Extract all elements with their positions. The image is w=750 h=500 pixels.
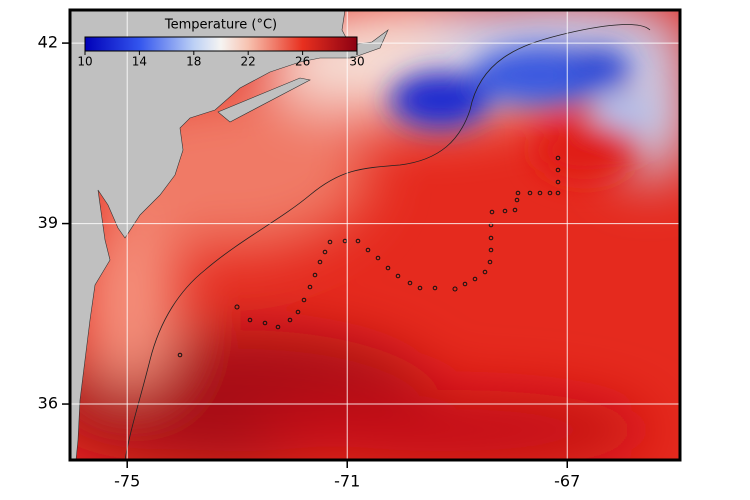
colorbar-tick-label: 18 xyxy=(186,55,201,69)
x-tick-label: -67 xyxy=(554,472,580,491)
colorbar-tick-label: 10 xyxy=(77,55,92,69)
x-tick-label: -71 xyxy=(334,472,360,491)
cold-water xyxy=(390,45,650,180)
colorbar-title: Temperature (°C) xyxy=(164,18,277,33)
y-tick-label: 42 xyxy=(38,33,58,52)
map-area xyxy=(70,10,680,460)
frame xyxy=(68,8,682,462)
long-island xyxy=(217,77,311,123)
track xyxy=(177,155,561,358)
axes: -75 -71 -67 36 39 42 xyxy=(38,33,581,491)
colorbar-tick-label: 30 xyxy=(349,55,364,69)
colorbar-tick-label: 22 xyxy=(241,55,256,69)
y-tick-label: 39 xyxy=(38,213,58,232)
y-tick-label: 36 xyxy=(38,394,58,413)
land xyxy=(70,10,389,460)
colorbar-bar xyxy=(84,36,358,52)
colorbar-tick-label: 14 xyxy=(132,55,147,69)
colorbar: Temperature (°C) 10 14 18 22 26 30 xyxy=(77,18,364,69)
x-tick-label: -75 xyxy=(114,472,140,491)
colorbar-tick-label: 26 xyxy=(295,55,310,69)
grid xyxy=(70,10,680,460)
